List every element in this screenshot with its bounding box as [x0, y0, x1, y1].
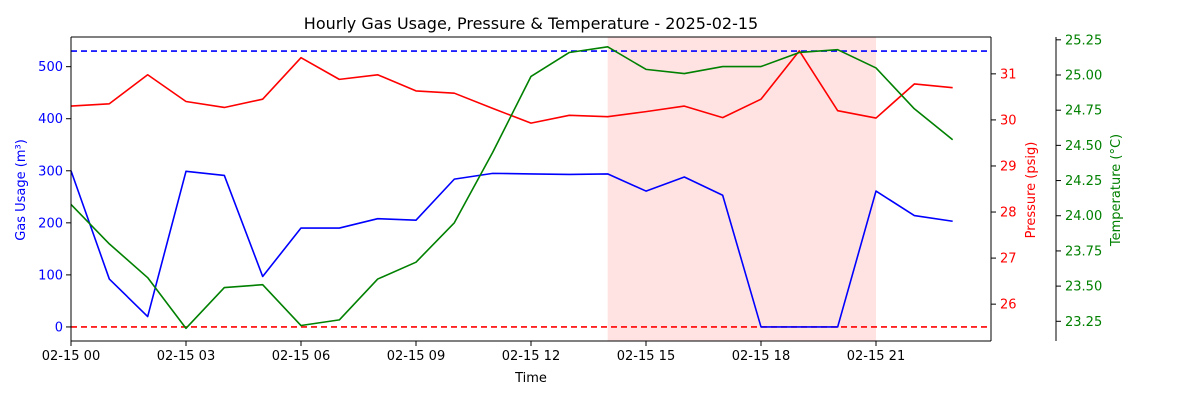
pressure-tick-label: 31: [1000, 67, 1017, 82]
pressure-tick-label: 28: [1000, 206, 1017, 221]
gas-tick-label: 300: [38, 164, 63, 179]
temperature-tick-label: 25.25: [1065, 33, 1102, 48]
pressure-tick-label: 30: [1000, 113, 1017, 128]
series-line-gas: [70, 170, 953, 328]
x-axis-label: Time: [514, 371, 547, 386]
x-tick-label: 02-15 06: [272, 349, 330, 364]
pressure-tick-label: 27: [1000, 252, 1017, 267]
temperature-axis-label: Temperature (°C): [1109, 134, 1124, 247]
gas-tick-label: 100: [38, 268, 63, 283]
pressure-tick-label: 29: [1000, 159, 1017, 174]
gas-tick-label: 400: [38, 112, 63, 127]
temperature-tick-label: 24.75: [1065, 104, 1102, 119]
temperature-tick-label: 24.00: [1065, 209, 1102, 224]
temperature-tick-label: 23.75: [1065, 244, 1102, 259]
x-tick-label: 02-15 15: [617, 349, 675, 364]
gas-axis-label: Gas Usage (m³): [14, 139, 29, 241]
x-tick-label: 02-15 21: [847, 349, 905, 364]
gas-tick-label: 0: [55, 320, 63, 335]
x-tick-label: 02-15 12: [502, 349, 560, 364]
pressure-tick-label: 26: [1000, 298, 1017, 313]
x-tick-label: 02-15 00: [42, 349, 100, 364]
temperature-tick-label: 23.25: [1065, 315, 1102, 330]
x-tick-label: 02-15 03: [157, 349, 215, 364]
x-tick-label: 02-15 09: [387, 349, 445, 364]
pressure-axis-label: Pressure (psig): [1024, 142, 1039, 239]
plot-layer: 02-15 00 02-15 03 02-15 06 02-15 09 02-15 12…: [38, 33, 1102, 364]
chart-title: Hourly Gas Usage, Pressure & Temperature…: [304, 14, 758, 33]
gas-tick-label: 500: [38, 60, 63, 75]
temperature-tick-label: 24.25: [1065, 174, 1102, 189]
series-line-temperature: [70, 46, 954, 330]
shaded-period: [607, 37, 876, 341]
x-tick-label: 02-15 18: [732, 349, 790, 364]
temperature-tick-label: 25.00: [1065, 69, 1102, 84]
temperature-tick-label: 23.50: [1065, 280, 1102, 295]
temperature-tick-label: 24.50: [1065, 139, 1102, 154]
gas-tick-label: 200: [38, 216, 63, 231]
